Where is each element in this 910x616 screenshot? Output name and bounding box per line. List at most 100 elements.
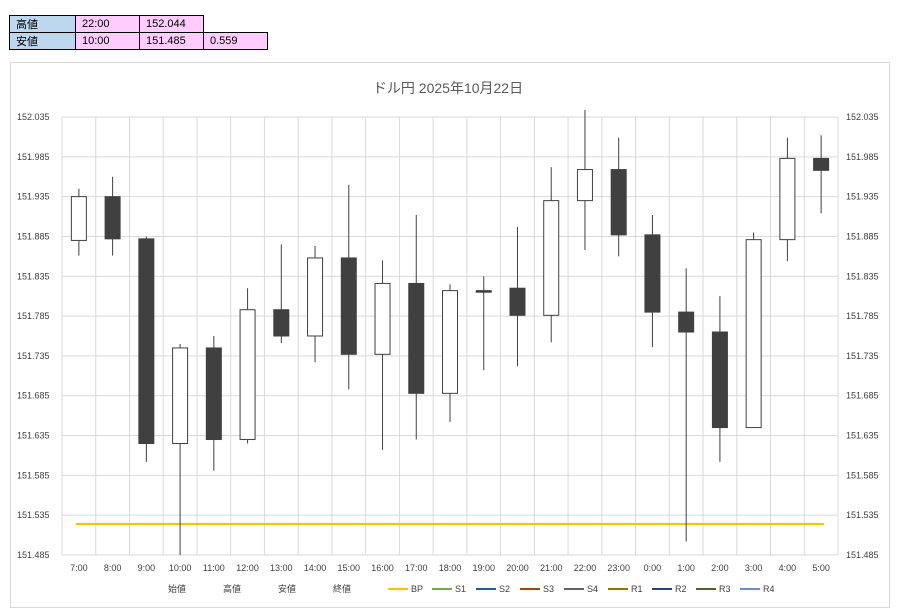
legend-label: 安値	[278, 583, 296, 594]
legend-label: 始値	[168, 583, 186, 594]
x-tick-label: 10:00	[169, 563, 192, 573]
legend-label: 終値	[333, 583, 351, 594]
x-tick-label: 21:00	[540, 563, 563, 573]
x-axis: 7:00 8:00 9:00 10:00 11:00 12:00 13:00 14:00 15:…	[70, 563, 830, 573]
chart-title: ドル円 2025年10月22日	[373, 80, 523, 96]
y-tick-label-right: 151.685	[846, 391, 879, 401]
x-tick-label: 3:00	[745, 563, 763, 573]
legend-label: S3	[543, 584, 554, 594]
candle-body-down	[408, 282, 425, 394]
y-tick-label-left: 151.985	[17, 152, 50, 162]
summary-row-high: 高値 22:00 152.044	[9, 15, 268, 33]
candle-body-down	[273, 309, 290, 337]
summary-table: 高値 22:00 152.044 安値 10:00 151.485 0.559	[9, 15, 268, 50]
y-tick-label-right: 151.885	[846, 231, 879, 241]
x-tick-label: 4:00	[779, 563, 797, 573]
candle-body-down	[205, 347, 222, 441]
y-tick-label-right: 151.735	[846, 351, 879, 361]
grid	[61, 116, 839, 556]
x-tick-label: 8:00	[104, 563, 122, 573]
x-tick-label: 19:00	[472, 563, 495, 573]
y-tick-label-left: 151.885	[17, 231, 50, 241]
high-value: 152.044	[139, 15, 204, 33]
legend-label: R1	[631, 584, 643, 594]
candle-body-down	[610, 169, 627, 236]
candle-body-down	[475, 290, 492, 293]
candle-body-down	[678, 311, 695, 333]
legend-label: S1	[455, 584, 466, 594]
x-tick-label: 11:00	[203, 563, 225, 573]
y-tick-label-left: 152.035	[17, 112, 50, 122]
y-tick-label-right: 151.485	[846, 550, 879, 560]
y-tick-label-left: 151.935	[17, 192, 50, 202]
x-tick-label: 13:00	[270, 563, 293, 573]
y-tick-label-right: 151.635	[846, 431, 879, 441]
chart-frame	[10, 62, 890, 608]
y-tick-label-right: 151.535	[846, 510, 879, 520]
y-tick-label-left: 151.585	[17, 470, 50, 480]
legend-label: 高値	[223, 583, 241, 594]
legend-label: R4	[763, 584, 775, 594]
candle-body-down	[711, 331, 728, 429]
candle-body-down	[138, 238, 155, 445]
y-tick-label-left: 151.535	[17, 510, 50, 520]
candle-body-down	[813, 157, 830, 171]
y-tick-label-left: 151.785	[17, 311, 50, 321]
x-tick-label: 9:00	[138, 563, 156, 573]
candle-body-down	[509, 287, 526, 316]
candle-body-up	[779, 157, 796, 241]
legend-label: S4	[587, 584, 598, 594]
candle-body-up	[307, 257, 324, 337]
x-tick-label: 0:00	[644, 563, 662, 573]
x-tick-label: 23:00	[607, 563, 630, 573]
legend-label: R3	[719, 584, 731, 594]
candle-body-up	[374, 282, 391, 355]
x-tick-label: 12:00	[236, 563, 259, 573]
candle-body-up	[442, 290, 458, 394]
range-value: 0.559	[203, 32, 268, 50]
y-tick-label-left: 151.735	[17, 351, 50, 361]
legend-label: S2	[499, 584, 510, 594]
high-time: 22:00	[75, 15, 140, 33]
legend-label: R2	[675, 584, 687, 594]
x-tick-label: 15:00	[338, 563, 361, 573]
low-label: 安値	[9, 32, 76, 50]
legend: 始値 高値 安値 終値 BP S1 S2 S3 S4 R1 R2 R3 R4	[168, 583, 775, 594]
x-tick-label: 5:00	[812, 563, 830, 573]
y-axis-right: 151.485 151.535 151.585 151.635 151.685 151.7…	[846, 112, 879, 560]
y-axis-left: 151.485 151.535 151.585 151.635 151.685 151.7…	[17, 112, 50, 560]
candle-body-up	[239, 309, 256, 441]
candle-body-up	[543, 200, 560, 316]
candle-body-down	[644, 234, 661, 313]
x-tick-label: 2:00	[711, 563, 729, 573]
y-tick-label-right: 151.985	[846, 152, 879, 162]
candle-body-up	[576, 169, 593, 202]
candle-body-up	[172, 347, 189, 445]
low-time: 10:00	[75, 32, 140, 50]
y-tick-label-right: 152.035	[846, 112, 879, 122]
x-tick-label: 22:00	[574, 563, 597, 573]
legend-label: BP	[411, 584, 423, 594]
x-tick-label: 14:00	[304, 563, 327, 573]
candles	[70, 109, 830, 555]
x-tick-label: 16:00	[371, 563, 394, 573]
y-tick-label-left: 151.485	[17, 550, 50, 560]
x-tick-label: 17:00	[405, 563, 428, 573]
candle-body-up	[745, 239, 762, 429]
x-tick-label: 7:00	[70, 563, 88, 573]
y-tick-label-right: 151.785	[846, 311, 879, 321]
low-value: 151.485	[139, 32, 204, 50]
y-tick-label-left: 151.685	[17, 391, 50, 401]
candle-body-down	[340, 257, 357, 355]
candle-body-up	[70, 196, 87, 241]
x-tick-label: 18:00	[439, 563, 462, 573]
candle-body-down	[104, 196, 121, 240]
x-tick-label: 1:00	[677, 563, 695, 573]
y-tick-label-right: 151.835	[846, 271, 879, 281]
y-tick-label-right: 151.585	[846, 470, 879, 480]
y-tick-label-right: 151.935	[846, 192, 879, 202]
x-tick-label: 20:00	[506, 563, 529, 573]
y-tick-label-left: 151.835	[17, 271, 50, 281]
summary-row-low: 安値 10:00 151.485 0.559	[9, 32, 268, 50]
